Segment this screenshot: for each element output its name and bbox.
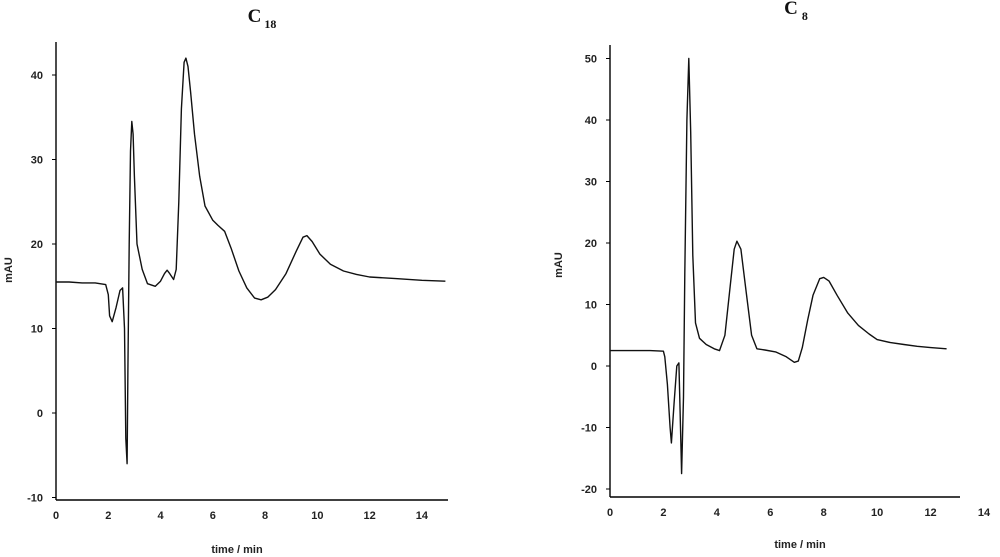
title-main: C [784,0,798,19]
series-line [610,57,947,475]
x-tick-label: 6 [210,510,216,522]
y-tick-label: 10 [31,324,43,336]
chart-title: C 18 [248,6,277,31]
title-main: C [248,6,262,27]
y-tick-label: 20 [585,238,597,250]
x-tick-label: 6 [767,507,773,519]
x-tick-label: 12 [924,507,936,519]
x-tick-label: 12 [363,510,375,522]
trace [56,57,446,465]
x-tick-label: 0 [53,510,59,522]
y-tick-label: 40 [585,115,597,127]
y-tick-label: -10 [27,493,43,505]
x-axis-label: time / min [211,544,263,556]
x-tick-label: 2 [105,510,111,522]
x-tick-label: 10 [311,510,323,522]
trace [610,57,947,475]
y-tick-label: -10 [581,423,597,435]
axes [55,42,448,501]
x-tick-label: 14 [416,510,429,522]
x-tick-label: 10 [871,507,883,519]
y-tick-label: 20 [31,239,43,251]
y-tick-label: 30 [31,155,43,167]
y-tick-label: 10 [585,300,597,312]
axes [609,45,960,498]
y-tick-label: 50 [585,54,597,66]
title-subscript: 18 [264,17,276,31]
x-tick-label: 8 [262,510,268,522]
y-tick-labels: -10 0 10 20 30 40 [27,70,56,505]
y-tick-label: 30 [585,177,597,189]
x-tick-label: 0 [607,507,613,519]
y-tick-label: 40 [31,70,43,82]
x-axis-label: time / min [774,539,826,551]
x-tick-labels: 0 2 4 6 8 10 12 14 [607,507,991,519]
x-tick-label: 2 [660,507,666,519]
y-tick-label: 0 [591,361,597,373]
y-tick-label: 0 [37,408,43,420]
y-axis-label: mAU [3,257,15,283]
y-tick-label: -20 [581,484,597,496]
x-tick-label: 4 [157,510,164,522]
y-axis-label: mAU [553,252,565,278]
x-tick-label: 4 [714,507,721,519]
series-line [56,57,446,465]
y-tick-labels: -20 -10 0 10 20 30 40 50 [581,54,610,496]
x-tick-label: 8 [821,507,827,519]
title-subscript: 8 [802,9,808,23]
x-tick-labels: 0 2 4 6 8 10 12 14 [53,510,429,522]
chart-c18: C 18 mAU time / min 0 2 4 6 8 10 12 14 -10 0 10 20 3… [3,6,448,556]
x-tick-label: 14 [978,507,991,519]
